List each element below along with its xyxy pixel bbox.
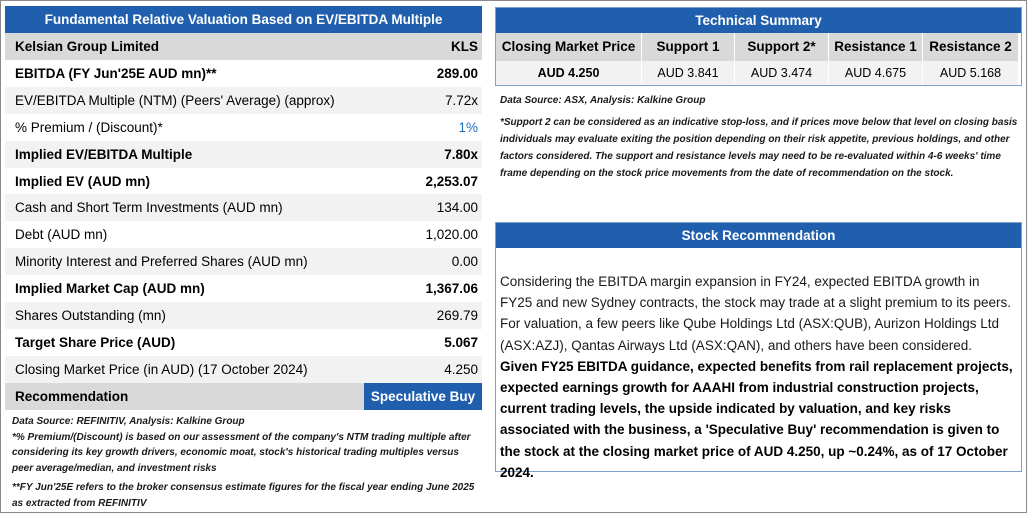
fy-footnote: **FY Jun'25E refers to the broker consen… [12, 482, 475, 509]
recommendation-body: Considering the EBITDA margin expansion … [496, 248, 1021, 483]
table-cell: AUD 3.841 [642, 61, 735, 85]
premium-footnote: *% Premium/(Discount) is based on our as… [12, 431, 471, 474]
company-row: Kelsian Group Limited KLS [5, 33, 482, 60]
table-cell: AUD 3.474 [735, 61, 829, 85]
row-value: 269.79 [436, 307, 478, 323]
technical-header: Technical Summary [496, 8, 1021, 33]
row-label: EBITDA (FY Jun'25E AUD mn)** [15, 65, 217, 81]
technical-notes: Data Source: ASX, Analysis: Kalkine Grou… [500, 92, 1020, 182]
table-row-shares: Shares Outstanding (mn) 269.79 [5, 302, 482, 329]
column-header: Support 2* [735, 33, 829, 61]
column-header: Support 1 [642, 33, 735, 61]
valuation-notes: Data Source: REFINITIV, Analysis: Kalkin… [12, 414, 482, 511]
row-label: Debt (AUD mn) [15, 227, 108, 243]
technical-source-note: Data Source: ASX, Analysis: Kalkine Grou… [500, 95, 706, 106]
row-label: Implied Market Cap (AUD mn) [15, 281, 205, 297]
table-row-minority: Minority Interest and Preferred Shares (… [5, 248, 482, 276]
row-label: Recommendation [15, 388, 129, 404]
company-ticker: KLS [451, 39, 478, 54]
support-footnote: *Support 2 can be considered as an indic… [500, 117, 1018, 179]
column-header: Closing Market Price [496, 33, 642, 61]
table-row-cash: Cash and Short Term Investments (AUD mn)… [5, 194, 482, 222]
column-header: Resistance 2 [923, 33, 1019, 61]
table-cell: AUD 5.168 [923, 61, 1019, 85]
recommendation-text-bold: Given FY25 EBITDA guidance, expected ben… [500, 358, 1013, 480]
row-label: % Premium / (Discount)* [15, 119, 163, 135]
recommendation-badge: Speculative Buy [364, 382, 482, 410]
row-value: 1% [458, 119, 478, 135]
table-row-market-cap: Implied Market Cap (AUD mn) 1,367.06 [5, 275, 482, 302]
table-row-debt: Debt (AUD mn) 1,020.00 [5, 221, 482, 248]
recommendation-header: Stock Recommendation [496, 223, 1021, 248]
recommendation-text: Considering the EBITDA margin expansion … [500, 274, 1011, 353]
row-label: Shares Outstanding (mn) [15, 307, 166, 323]
technical-table: Closing Market Price Support 1 Support 2… [496, 33, 1021, 85]
table-row-implied-multiple: Implied EV/EBITDA Multiple 7.80x [5, 140, 482, 168]
row-value: 1,020.00 [425, 227, 478, 243]
table-row-multiple: EV/EBITDA Multiple (NTM) (Peers' Average… [5, 86, 482, 114]
row-value: 1,367.06 [425, 281, 478, 297]
valuation-source-note: Data Source: REFINITIV, Analysis: Kalkin… [12, 416, 245, 427]
table-row-closing-price: Closing Market Price (in AUD) (17 Octobe… [5, 355, 482, 383]
table-row-target-price: Target Share Price (AUD) 5.067 [5, 329, 482, 356]
row-value: 7.72x [444, 92, 478, 108]
row-value: 0.00 [451, 254, 478, 270]
technical-summary-panel: Technical Summary Closing Market Price S… [495, 7, 1022, 86]
row-label: Implied EV (AUD mn) [15, 173, 151, 189]
row-value: 289.00 [436, 65, 478, 81]
row-label: EV/EBITDA Multiple (NTM) (Peers' Average… [15, 92, 335, 108]
valuation-panel: Fundamental Relative Valuation Based on … [5, 6, 482, 410]
row-value: 134.00 [436, 200, 478, 216]
row-label: Cash and Short Term Investments (AUD mn) [15, 200, 283, 216]
row-value: 4.250 [444, 361, 478, 377]
table-cell: AUD 4.250 [496, 61, 642, 85]
table-row-implied-ev: Implied EV (AUD mn) 2,253.07 [5, 168, 482, 195]
row-value: 7.80x [444, 146, 478, 162]
column-header: Resistance 1 [829, 33, 923, 61]
row-label: Target Share Price (AUD) [15, 334, 176, 350]
valuation-header: Fundamental Relative Valuation Based on … [5, 6, 482, 33]
row-label: Minority Interest and Preferred Shares (… [15, 254, 308, 270]
table-row-recommendation: Recommendation Speculative Buy [5, 382, 482, 410]
row-label: Closing Market Price (in AUD) (17 Octobe… [15, 361, 308, 377]
row-value: 5.067 [444, 334, 478, 350]
company-name: Kelsian Group Limited [15, 39, 160, 54]
row-label: Implied EV/EBITDA Multiple [15, 146, 193, 162]
table-cell: AUD 4.675 [829, 61, 923, 85]
row-value: 2,253.07 [425, 173, 478, 189]
table-row-premium: % Premium / (Discount)* 1% [5, 114, 482, 141]
stock-recommendation-panel: Stock Recommendation Considering the EBI… [495, 222, 1022, 480]
table-row-ebitda: EBITDA (FY Jun'25E AUD mn)** 289.00 [5, 60, 482, 87]
